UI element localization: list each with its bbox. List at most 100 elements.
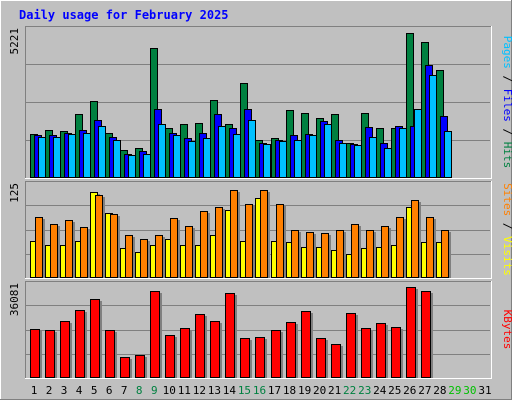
bar-kbytes-day-22 bbox=[346, 313, 356, 378]
y-max-label: 36081 bbox=[8, 283, 21, 316]
bar-pages-day-10 bbox=[173, 135, 181, 178]
bar-pages-day-21 bbox=[339, 143, 347, 178]
x-tick-label-day-3: 3 bbox=[61, 384, 68, 397]
bar-pages-day-6 bbox=[113, 140, 121, 178]
bar-sites-day-28 bbox=[441, 230, 449, 278]
bar-sites-day-6 bbox=[110, 214, 118, 278]
bar-sites-day-2 bbox=[50, 224, 58, 278]
bar-sites-day-11 bbox=[185, 226, 193, 278]
bar-kbytes-day-9 bbox=[150, 291, 160, 378]
bar-kbytes-day-14 bbox=[225, 293, 235, 378]
bar-pages-day-1 bbox=[38, 137, 46, 178]
x-tick-label-day-23: 23 bbox=[358, 384, 371, 397]
x-tick-label-day-8: 8 bbox=[136, 384, 143, 397]
bar-sites-day-27 bbox=[426, 217, 434, 278]
x-axis-day-labels: 1 2 3 4 5 6 7 8 9 10 11 12 13 14 15 16 17 18 19 20 21 22 23 24 2… bbox=[31, 384, 492, 397]
bar-kbytes-day-4 bbox=[75, 310, 85, 378]
x-tick-label-day-5: 5 bbox=[91, 384, 98, 397]
bar-sites-day-7 bbox=[125, 235, 133, 278]
series-axis-label: KBytes bbox=[501, 310, 512, 350]
series-sites bbox=[35, 190, 451, 278]
x-tick-label-day-18: 18 bbox=[283, 384, 296, 397]
x-tick-label-day-4: 4 bbox=[76, 384, 83, 397]
bar-kbytes-day-7 bbox=[120, 357, 130, 378]
bar-sites-day-22 bbox=[351, 224, 359, 278]
series-kbytes bbox=[30, 287, 433, 378]
bar-pages-day-9 bbox=[158, 124, 166, 178]
x-tick-label-day-2: 2 bbox=[46, 384, 53, 397]
bar-sites-day-10 bbox=[170, 218, 178, 278]
bar-kbytes-day-3 bbox=[60, 321, 70, 378]
chart-title: Daily usage for February 2025 bbox=[19, 8, 229, 22]
bar-kbytes-day-5 bbox=[90, 299, 100, 378]
bar-sites-day-20 bbox=[321, 233, 329, 278]
bar-pages-day-16 bbox=[263, 144, 271, 178]
x-tick-label-day-30: 30 bbox=[463, 384, 476, 397]
bar-sites-day-4 bbox=[80, 227, 88, 278]
bar-pages-day-15 bbox=[248, 120, 256, 178]
bar-kbytes-day-24 bbox=[376, 323, 386, 378]
bar-kbytes-day-23 bbox=[361, 328, 371, 378]
panel-hits-files-pages: 5221 Pages / Files / Hits bbox=[8, 26, 512, 179]
bar-pages-day-17 bbox=[279, 141, 287, 178]
bar-sites-day-24 bbox=[381, 226, 389, 278]
bar-kbytes-day-18 bbox=[286, 322, 296, 378]
x-tick-label-day-1: 1 bbox=[31, 384, 38, 397]
x-tick-label-day-24: 24 bbox=[373, 384, 387, 397]
series-pages bbox=[38, 75, 452, 178]
bar-kbytes-day-19 bbox=[301, 311, 311, 378]
bar-pages-day-14 bbox=[233, 134, 241, 178]
bar-kbytes-day-21 bbox=[331, 344, 341, 378]
x-tick-label-day-11: 11 bbox=[178, 384, 191, 397]
bar-kbytes-day-12 bbox=[195, 314, 205, 378]
bar-sites-day-15 bbox=[245, 204, 253, 278]
chart-panels: 5221 Pages / Files / Hits 125 Sites / Visit… bbox=[8, 26, 512, 379]
bar-sites-day-18 bbox=[291, 230, 299, 278]
bar-sites-day-16 bbox=[260, 190, 268, 278]
bar-pages-day-24 bbox=[384, 148, 392, 178]
x-tick-label-day-10: 10 bbox=[163, 384, 176, 397]
bar-kbytes-day-26 bbox=[406, 287, 416, 378]
bar-sites-day-25 bbox=[396, 217, 404, 278]
x-tick-label-day-9: 9 bbox=[151, 384, 158, 397]
bar-pages-day-22 bbox=[354, 145, 362, 178]
bar-pages-day-13 bbox=[218, 126, 226, 178]
series-axis-label: Sites / Visits bbox=[501, 183, 512, 276]
bar-sites-day-23 bbox=[366, 230, 374, 278]
bar-pages-day-7 bbox=[128, 155, 136, 178]
series-axis-label: Pages / Files / Hits bbox=[501, 36, 512, 169]
bar-pages-day-5 bbox=[98, 126, 106, 178]
x-tick-label-day-21: 21 bbox=[328, 384, 341, 397]
bar-sites-day-3 bbox=[65, 220, 73, 278]
x-tick-label-day-6: 6 bbox=[106, 384, 113, 397]
bar-pages-day-25 bbox=[399, 128, 407, 178]
bar-sites-day-19 bbox=[306, 232, 314, 278]
bar-sites-day-17 bbox=[276, 204, 284, 278]
bar-pages-day-4 bbox=[83, 133, 91, 178]
bar-sites-day-8 bbox=[140, 239, 148, 278]
bar-pages-day-26 bbox=[414, 109, 422, 178]
x-tick-label-day-17: 17 bbox=[268, 384, 281, 397]
x-tick-label-day-22: 22 bbox=[343, 384, 356, 397]
bar-kbytes-day-11 bbox=[180, 328, 190, 378]
bar-sites-day-26 bbox=[411, 200, 419, 278]
bar-kbytes-day-27 bbox=[421, 291, 431, 378]
bar-pages-day-18 bbox=[294, 140, 302, 178]
x-tick-label-day-7: 7 bbox=[121, 384, 128, 397]
x-tick-label-day-19: 19 bbox=[298, 384, 311, 397]
bar-pages-day-23 bbox=[369, 137, 377, 178]
x-tick-label-day-15: 15 bbox=[238, 384, 251, 397]
bar-pages-day-12 bbox=[203, 138, 211, 178]
bar-sites-day-9 bbox=[155, 235, 163, 278]
x-tick-label-day-31: 31 bbox=[478, 384, 491, 397]
bar-sites-day-1 bbox=[35, 217, 43, 278]
bar-pages-day-19 bbox=[309, 135, 317, 178]
bar-sites-day-5 bbox=[95, 195, 103, 278]
bar-kbytes-day-8 bbox=[135, 355, 145, 378]
x-tick-label-day-26: 26 bbox=[403, 384, 416, 397]
x-tick-label-day-14: 14 bbox=[223, 384, 237, 397]
bar-kbytes-day-17 bbox=[271, 330, 281, 378]
bar-sites-day-13 bbox=[215, 207, 223, 278]
y-max-label: 125 bbox=[8, 183, 21, 203]
